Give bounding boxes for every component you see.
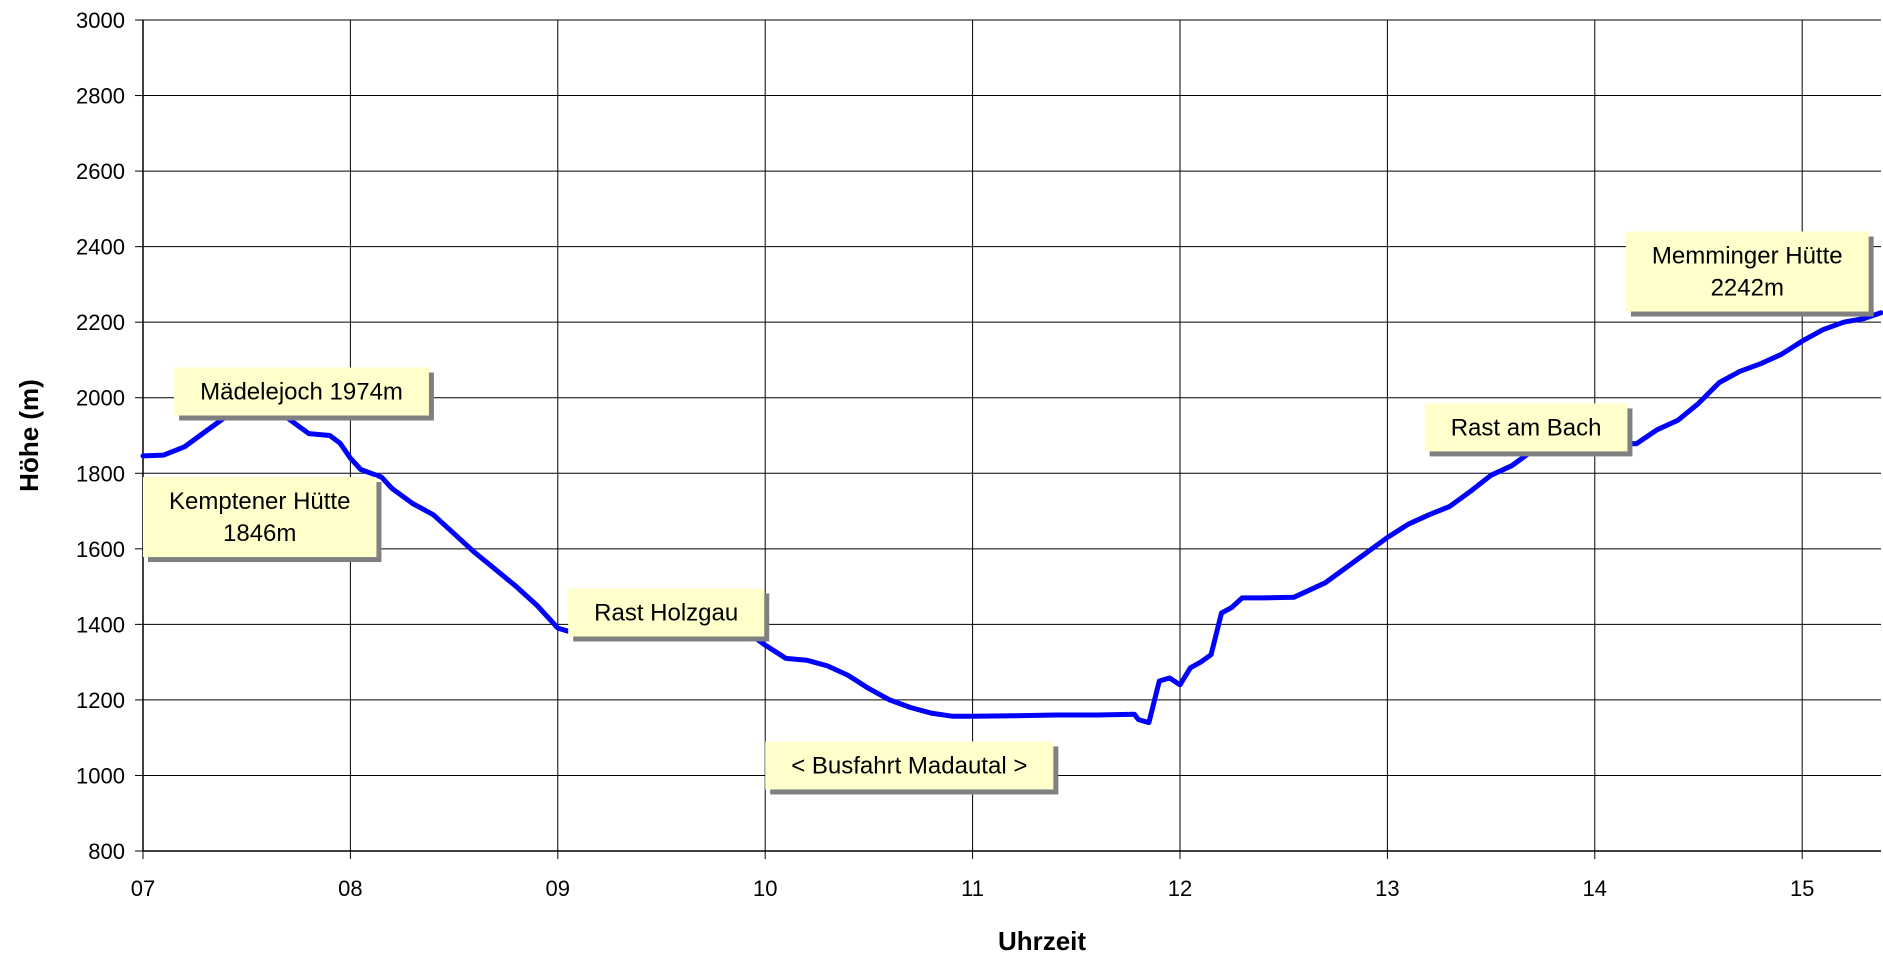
y-tick-label: 2400 [76,235,125,260]
x-tick-label: 07 [131,876,155,901]
y-tick-label: 2200 [76,310,125,335]
y-tick-label: 2800 [76,84,125,109]
y-tick-label: 2600 [76,159,125,184]
y-tick-label: 1200 [76,688,125,713]
annotation-callout: Kemptener Hütte 1846m [143,477,382,563]
y-tick-label: 1600 [76,537,125,562]
annotation-callout: < Busfahrt Madautal > [765,741,1059,795]
annotation-label: Memminger Hütte [1652,243,1843,270]
y-axis-ticks: 800 1000 1200 1400 1600 1800 2000 2200 2400 2600 2… [76,8,143,864]
annotation-box [1424,403,1628,452]
x-tick-label: 15 [1790,876,1814,901]
grid [142,19,1881,852]
annotation-label: 1846m [223,520,296,547]
y-tick-label: 3000 [76,8,125,33]
x-tick-label: 13 [1375,876,1399,901]
x-tick-label: 12 [1168,876,1192,901]
annotation-callout: Rast am Bach [1424,403,1633,457]
annotation-box [143,477,377,558]
annotation-callout: Mädelejoch 1974m [174,367,434,421]
x-tick-label: 10 [753,876,777,901]
x-tick-label: 14 [1583,876,1607,901]
annotations: Mädelejoch 1974m Kemptener Hütte 1846m Rast… [143,231,1874,795]
y-tick-label: 2000 [76,386,125,411]
annotation-callout: Memminger Hütte 2242m [1625,231,1874,317]
y-axis-title: Höhe (m) [14,379,44,492]
annotation-label: Kemptener Hütte [169,488,350,515]
annotation-label: Rast am Bach [1451,414,1602,441]
annotation-box [765,741,1054,790]
y-tick-label: 1000 [76,763,125,788]
annotation-box [568,588,765,637]
annotation-box [174,367,429,416]
y-tick-label: 1400 [76,612,125,637]
annotation-label: < Busfahrt Madautal > [791,752,1027,779]
annotation-label: Mädelejoch 1974m [200,379,403,406]
x-tick-label: 09 [546,876,570,901]
x-tick-label: 11 [961,876,984,901]
annotation-label: 2242m [1711,275,1784,302]
annotation-label: Rast Holzgau [594,599,738,626]
y-tick-label: 1800 [76,461,125,486]
annotation-callout: Rast Holzgau [568,588,770,642]
annotation-box [1625,231,1869,312]
x-tick-label: 08 [338,876,362,901]
y-tick-label: 800 [88,839,125,864]
x-axis-ticks: 07 08 09 10 11 12 13 14 15 [131,851,1814,901]
x-axis-title: Uhrzeit [998,926,1086,956]
